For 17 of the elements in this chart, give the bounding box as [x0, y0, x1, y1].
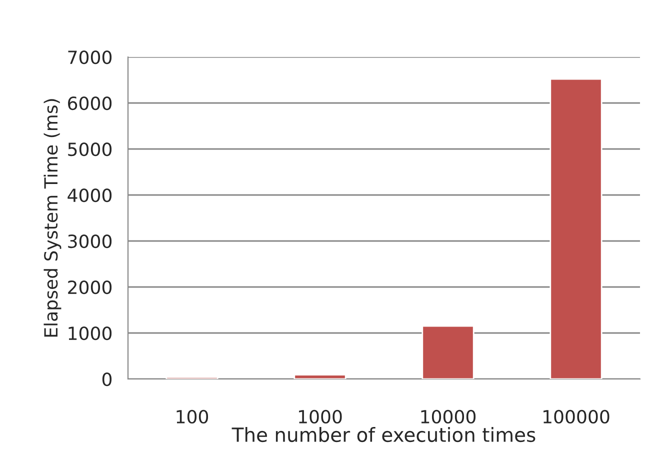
bar: [550, 78, 602, 379]
y-tick-label: 4000: [68, 188, 112, 202]
x-tick-label: 10000: [421, 410, 476, 424]
y-tick-label: 3000: [68, 234, 112, 248]
bar: [422, 325, 474, 379]
x-tick-label: 1000: [299, 410, 342, 424]
y-tick-label: 5000: [68, 142, 112, 156]
x-tick-label: 100: [176, 410, 208, 424]
x-axis-title: The number of execution times: [232, 427, 536, 442]
y-tick-label: 2000: [68, 280, 112, 294]
y-tick-label: 6000: [68, 96, 112, 110]
x-tick-label: 100000: [544, 410, 610, 424]
y-tick-label: 1000: [68, 326, 112, 340]
y-tick-label: 7000: [68, 50, 112, 64]
bar: [294, 374, 346, 379]
y-axis-title: Elapsed System Time (ms): [44, 99, 62, 337]
y-tick-label: 0: [102, 372, 112, 386]
